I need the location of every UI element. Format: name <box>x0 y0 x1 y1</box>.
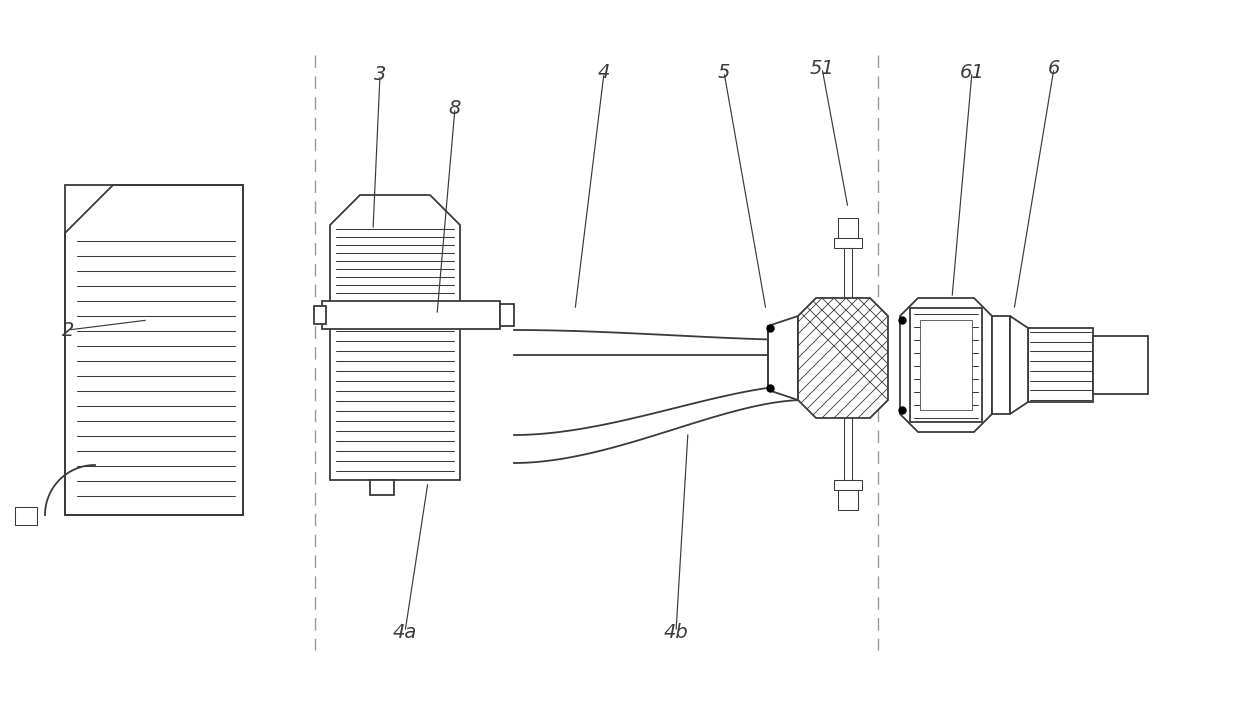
Text: 4b: 4b <box>663 623 688 641</box>
Polygon shape <box>330 195 460 315</box>
Bar <box>838 218 858 238</box>
Text: 4a: 4a <box>393 623 417 641</box>
Polygon shape <box>900 298 992 432</box>
Text: 4: 4 <box>598 63 610 82</box>
Bar <box>64 185 243 515</box>
Text: 2: 2 <box>62 321 74 339</box>
Text: 6: 6 <box>1048 58 1060 77</box>
Bar <box>370 480 394 495</box>
Bar <box>322 301 500 329</box>
Bar <box>330 315 460 480</box>
Bar <box>1028 328 1092 402</box>
Polygon shape <box>1011 316 1028 414</box>
Text: 5: 5 <box>718 63 730 82</box>
Bar <box>844 248 852 480</box>
Polygon shape <box>799 298 888 418</box>
Polygon shape <box>768 316 799 400</box>
Bar <box>920 320 972 410</box>
Text: 3: 3 <box>373 65 386 85</box>
Text: 51: 51 <box>810 58 835 77</box>
Bar <box>838 490 858 510</box>
Text: 61: 61 <box>960 63 985 82</box>
Bar <box>1092 336 1148 394</box>
Bar <box>314 306 326 324</box>
Bar <box>835 238 862 248</box>
Bar <box>992 316 1011 414</box>
Bar <box>910 308 982 422</box>
Text: 8: 8 <box>449 99 461 117</box>
Bar <box>500 304 515 326</box>
Bar <box>835 480 862 490</box>
Bar <box>15 507 37 525</box>
